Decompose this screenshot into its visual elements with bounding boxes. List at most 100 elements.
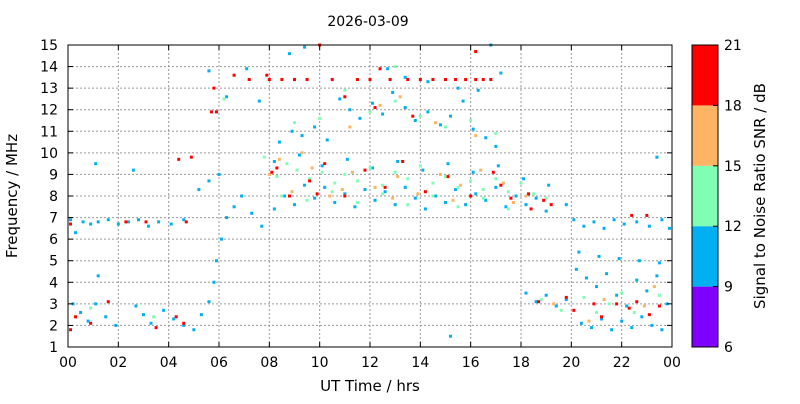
data-point <box>426 110 430 114</box>
data-point <box>308 177 312 181</box>
data-point <box>469 119 473 122</box>
data-point <box>152 315 156 319</box>
data-point <box>602 298 606 302</box>
data-point <box>416 192 420 196</box>
data-point <box>476 88 480 92</box>
data-point <box>305 78 309 82</box>
data-point <box>265 73 269 77</box>
data-point <box>86 319 90 323</box>
data-point <box>491 170 495 174</box>
data-point <box>348 125 352 129</box>
data-point <box>635 300 639 304</box>
data-point <box>632 310 636 314</box>
data-point <box>524 203 528 207</box>
data-point <box>600 317 604 321</box>
data-point <box>617 257 621 261</box>
data-point <box>162 308 166 312</box>
data-point <box>484 198 488 202</box>
data-point <box>640 315 644 319</box>
colorbar-tick-label: 6 <box>724 340 733 356</box>
data-point <box>431 194 435 198</box>
data-point <box>413 196 417 200</box>
data-point <box>524 291 528 295</box>
data-point <box>267 78 271 82</box>
x-tick-label: 16 <box>462 355 480 371</box>
data-point <box>393 170 397 174</box>
data-point <box>373 106 377 110</box>
data-point <box>469 194 473 198</box>
data-point <box>368 78 372 82</box>
data-point <box>207 179 211 183</box>
data-point <box>461 99 465 103</box>
data-point <box>645 213 649 217</box>
data-point <box>534 196 538 200</box>
data-point <box>355 179 359 183</box>
data-point <box>564 295 568 299</box>
data-point <box>393 65 397 69</box>
data-point <box>343 194 347 198</box>
data-point <box>660 328 664 332</box>
data-point <box>134 304 138 308</box>
data-point <box>456 205 460 209</box>
data-point <box>630 326 634 330</box>
data-point <box>401 159 405 163</box>
x-axis-title: UT Time / hrs <box>320 377 420 395</box>
data-point <box>182 321 186 325</box>
x-tick-label: 18 <box>512 355 530 371</box>
data-point <box>615 293 619 297</box>
data-point <box>506 207 510 211</box>
data-point <box>391 196 395 200</box>
data-point <box>481 196 485 200</box>
data-point <box>474 78 478 82</box>
data-point <box>74 315 78 319</box>
data-point <box>544 196 548 200</box>
y-tick-label: 1 <box>49 340 58 356</box>
data-points <box>69 43 671 338</box>
data-point <box>406 203 410 207</box>
data-point <box>295 168 299 172</box>
y-tick-label: 5 <box>49 254 58 270</box>
y-axis-title: Frequency / MHz <box>3 134 21 258</box>
y-tick-label: 11 <box>40 124 58 140</box>
data-point <box>320 164 324 168</box>
data-point <box>353 205 357 209</box>
data-point <box>293 121 296 125</box>
y-tick-label: 12 <box>40 103 58 119</box>
data-point <box>481 78 485 82</box>
data-point <box>544 209 548 213</box>
data-point <box>471 127 475 131</box>
data-point <box>529 207 533 211</box>
data-point <box>602 226 606 230</box>
data-point <box>142 313 145 317</box>
data-point <box>444 175 447 179</box>
y-tick-label: 3 <box>49 297 58 313</box>
y-tick-label: 15 <box>40 38 58 54</box>
data-point <box>423 207 427 211</box>
data-point <box>182 323 186 327</box>
data-point <box>89 222 93 226</box>
data-point <box>519 181 523 185</box>
data-point <box>368 110 372 114</box>
data-point <box>225 95 229 99</box>
data-point <box>315 192 319 196</box>
data-point <box>446 162 450 166</box>
data-point <box>381 112 385 116</box>
data-point <box>217 172 221 176</box>
x-tick-label: 22 <box>613 355 631 371</box>
data-point <box>381 183 385 187</box>
data-point <box>579 321 583 325</box>
y-tick-label: 13 <box>40 81 58 97</box>
data-point <box>514 194 518 198</box>
data-point <box>388 78 392 82</box>
data-point <box>333 181 337 185</box>
data-point <box>207 300 211 304</box>
data-point <box>214 110 218 114</box>
data-point <box>323 162 327 166</box>
data-point <box>660 218 664 222</box>
data-point <box>293 203 296 207</box>
data-point <box>464 203 468 207</box>
y-tick-label: 14 <box>40 60 58 76</box>
data-point <box>438 172 442 176</box>
data-point <box>300 151 304 155</box>
